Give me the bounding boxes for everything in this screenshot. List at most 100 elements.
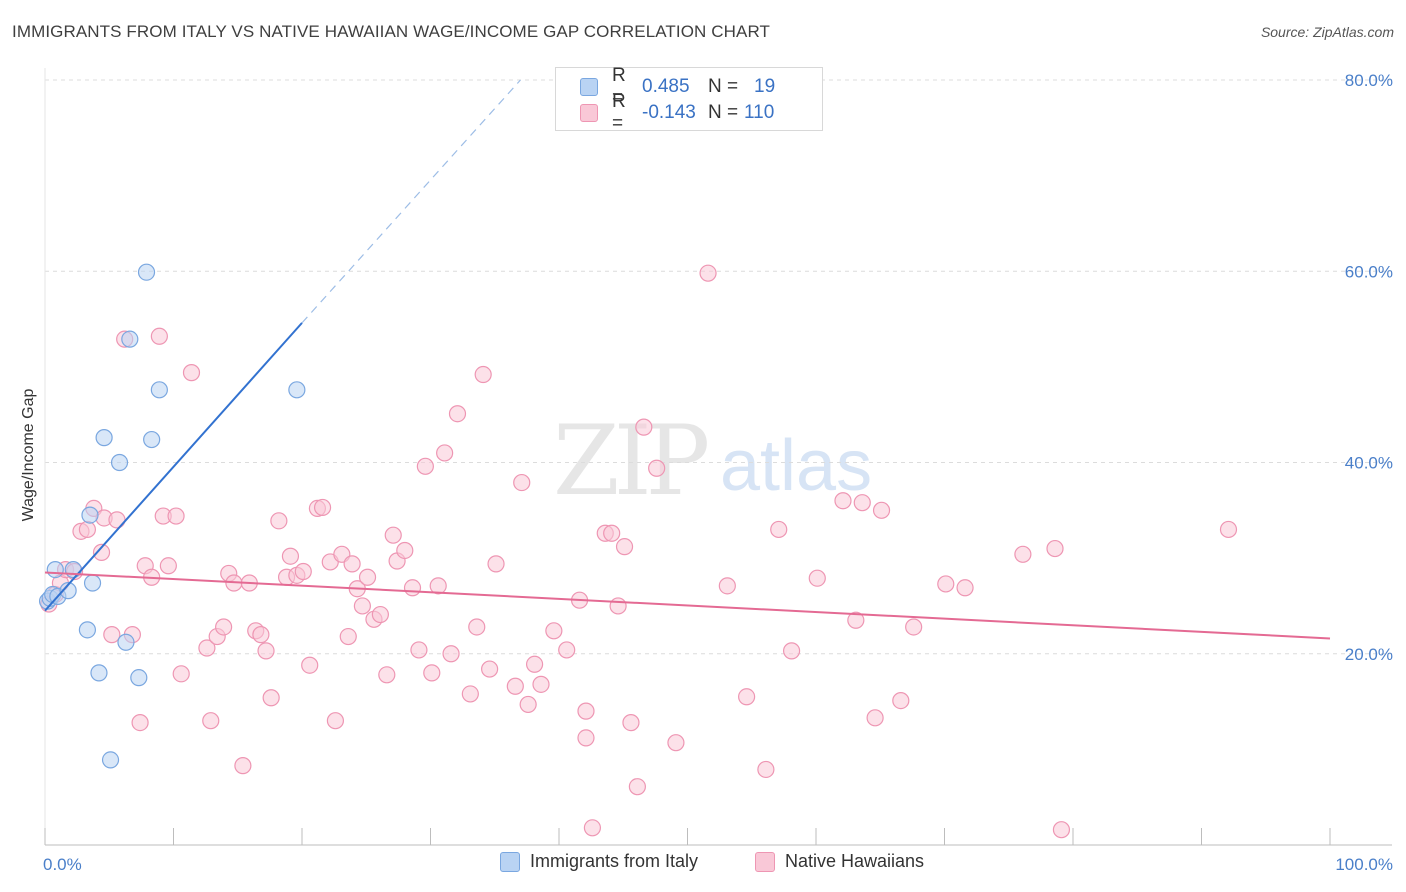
- hawaiian-point-35: [270, 512, 288, 530]
- y-tick-labels: 20.0% 40.0% 60.0% 80.0%: [1345, 71, 1393, 664]
- hawaiian-point-53: [378, 666, 396, 684]
- hawaiian-point-19: [159, 557, 177, 575]
- hawaiian-point-104: [937, 575, 955, 593]
- hawaiian-point-66: [468, 618, 486, 636]
- watermark-atlas: atlas: [720, 426, 873, 506]
- hawaiian-point-32: [252, 626, 270, 644]
- y-tick-label-20: 20.0%: [1345, 645, 1393, 664]
- hawaiian-point-24: [202, 712, 220, 730]
- y-tick-label-60: 60.0%: [1345, 262, 1393, 281]
- hawaiian-point-50: [358, 568, 377, 586]
- hawaiian-point-89: [667, 734, 685, 752]
- hawaiian-points: [40, 264, 1238, 839]
- hawaiian-point-6: [78, 520, 97, 539]
- legend-item-italy[interactable]: Immigrants from Italy: [500, 851, 698, 872]
- italy-point-9: [83, 574, 102, 592]
- hawaiian-point-26: [215, 618, 233, 636]
- legend-n-label: N =: [708, 102, 739, 123]
- hawaiian-point-95: [782, 642, 801, 660]
- hawaiian-point-105: [956, 579, 974, 597]
- trend-lines: [44, 79, 1331, 640]
- x-tick-label-right: 100.0%: [1335, 855, 1393, 874]
- italy-point-7: [81, 506, 99, 524]
- hawaiian-point-34: [262, 689, 280, 707]
- hawaiian-point-72: [519, 695, 537, 714]
- hawaiian-point-59: [416, 457, 434, 475]
- hawaiian-point-46: [339, 627, 357, 646]
- legend-italy-r: 0.485: [642, 76, 690, 97]
- hawaiian-point-44: [326, 712, 345, 730]
- hawaiian-point-73: [525, 655, 544, 673]
- hawaiian-point-49: [353, 597, 371, 615]
- hawaiian-point-56: [396, 541, 414, 560]
- hawaiian-point-42: [313, 498, 332, 517]
- legend-hawaiian-r: -0.143: [642, 102, 696, 123]
- hawaiian-point-80: [583, 819, 602, 837]
- hawaiian-point-69: [487, 555, 505, 573]
- hawaiian-point-109: [1219, 520, 1238, 539]
- legend-n-label: N =: [708, 76, 739, 97]
- italy-point-5: [59, 582, 77, 600]
- watermark-zip: ZIP: [553, 405, 710, 517]
- hawaiian-point-39: [294, 562, 312, 581]
- hawaiian-point-106: [1014, 545, 1032, 563]
- hawaiian-point-74: [532, 675, 550, 693]
- hawaiian-point-37: [281, 547, 300, 565]
- hawaiian-point-33: [257, 642, 275, 660]
- hawaiian-point-14: [131, 713, 149, 732]
- italy-point-20: [288, 381, 306, 399]
- hawaiian-point-52: [371, 605, 389, 624]
- italy-point-11: [95, 429, 113, 447]
- hawaiian-point-88: [648, 459, 666, 477]
- italy-points: [38, 263, 306, 769]
- hawaiian-point-68: [481, 660, 499, 678]
- y-axis-label: Wage/Income Gap: [20, 389, 37, 522]
- hawaiian-point-22: [182, 364, 201, 382]
- x-ticks: [44, 828, 1331, 845]
- legend-italy-swatch: [580, 78, 598, 96]
- legend-hawaiian-n: 110: [744, 102, 775, 123]
- hawaiian-point-98: [847, 611, 865, 629]
- gridlines: [45, 79, 1392, 655]
- hawaiian-swatch: [755, 851, 775, 872]
- italy-point-16: [130, 669, 148, 687]
- legend-hawaiian-label: Native Hawaiians: [785, 851, 925, 871]
- legend-item-hawaiian[interactable]: Native Hawaiians: [755, 851, 924, 872]
- legend-row-hawaiian: R = -0.143 N = 110: [580, 91, 775, 134]
- correlation-legend: R = 0.485 N = 19 R = -0.143 N = 110: [555, 65, 823, 134]
- legend-row-italy: R = 0.485 N = 19: [580, 65, 776, 108]
- hawaiian-point-65: [461, 685, 479, 703]
- hawaiian-point-10: [103, 626, 121, 644]
- italy-point-10: [90, 664, 108, 682]
- hawaiian-point-96: [808, 569, 826, 587]
- hawaiian-point-82: [603, 524, 621, 542]
- hawaiian-point-94: [770, 520, 788, 539]
- hawaiian-point-64: [448, 405, 467, 423]
- hawaiian-point-58: [410, 641, 428, 659]
- hawaiian-point-85: [622, 713, 640, 732]
- hawaiian-point-21: [172, 665, 190, 683]
- italy-swatch: [500, 851, 520, 872]
- hawaiian-point-57: [403, 579, 422, 597]
- legend-italy-n: 19: [754, 76, 776, 97]
- hawaiian-point-97: [834, 492, 852, 510]
- hawaiian-point-99: [853, 494, 871, 512]
- hawaiian-point-63: [442, 645, 460, 663]
- hawaiian-point-67: [474, 365, 492, 384]
- hawaiian-point-79: [577, 729, 595, 747]
- hawaiian-point-93: [757, 760, 775, 779]
- italy-point-15: [121, 330, 139, 348]
- hawaiian-point-101: [872, 501, 891, 519]
- italy-point-13: [110, 453, 129, 472]
- italy-point-8: [78, 621, 97, 639]
- x-tick-label-left: 0.0%: [43, 855, 82, 874]
- italy-point-18: [143, 430, 161, 449]
- hawaiian-point-87: [635, 418, 653, 436]
- italy-trend-extension: [301, 79, 521, 324]
- legend-r-label: R =: [612, 65, 626, 108]
- hawaiian-point-54: [384, 526, 402, 544]
- hawaiian-point-47: [343, 555, 361, 573]
- italy-point-17: [137, 263, 156, 281]
- hawaiian-point-86: [628, 778, 646, 796]
